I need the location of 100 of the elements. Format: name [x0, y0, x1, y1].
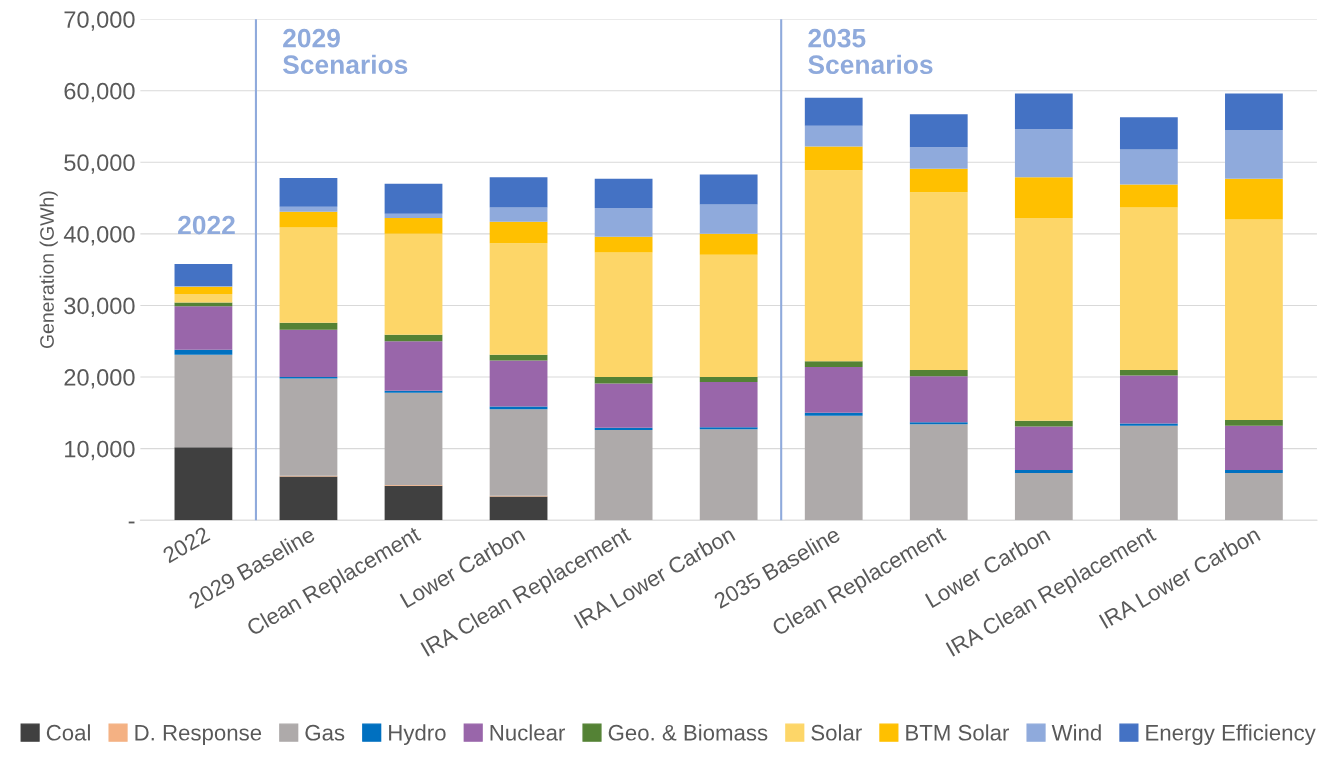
- bar: [174, 354, 233, 448]
- legend-label: Solar: [811, 724, 862, 741]
- bar: [594, 430, 653, 521]
- annotation: 2022: [178, 215, 235, 235]
- bar: [1014, 472, 1073, 521]
- y-tick-label: -: [128, 521, 135, 524]
- bar: [279, 178, 338, 207]
- bar: [1225, 130, 1283, 179]
- bar: [174, 306, 233, 350]
- bar: [279, 211, 338, 228]
- bar: [1119, 423, 1178, 426]
- bar: [384, 334, 443, 342]
- bar: [489, 221, 548, 244]
- bar: [699, 204, 758, 234]
- bar: [594, 427, 653, 431]
- bar: [384, 218, 443, 234]
- bar: [804, 361, 863, 368]
- bar: [804, 170, 863, 362]
- bar: [1119, 207, 1178, 370]
- x-tick-label: 2022: [161, 526, 211, 564]
- annotation: 2029 Scenarios: [282, 28, 408, 75]
- bar: [489, 354, 548, 361]
- bar: [489, 360, 548, 407]
- bar: [909, 376, 968, 423]
- bar: [174, 286, 233, 294]
- legend-label: Coal: [46, 724, 90, 741]
- bar: [699, 233, 758, 255]
- bar: [804, 367, 863, 413]
- bar: [1225, 419, 1283, 426]
- bar: [384, 390, 443, 393]
- bar: [1225, 219, 1283, 420]
- bar: [699, 377, 758, 383]
- y-tick-label: 40,000: [63, 225, 135, 246]
- bar: [699, 382, 758, 428]
- bar: [1225, 178, 1283, 220]
- legend-label: D. Response: [135, 725, 262, 745]
- bar: [384, 392, 443, 486]
- bar: [699, 427, 758, 430]
- bar: [594, 377, 653, 384]
- bar: [1225, 93, 1283, 131]
- bar: [1225, 425, 1283, 471]
- bar: [384, 213, 443, 219]
- bar: [384, 183, 443, 214]
- bar: [699, 174, 758, 205]
- bar: [1014, 93, 1073, 130]
- legend-label: Hydro: [389, 724, 446, 745]
- legend-label: BTM Solar: [906, 724, 1010, 741]
- bar: [594, 252, 653, 378]
- bar: [384, 341, 443, 391]
- legend-label: Wind: [1051, 724, 1101, 741]
- bar: [1014, 177, 1073, 219]
- y-tick-label: 20,000: [64, 369, 135, 389]
- bar: [489, 406, 548, 410]
- bar: [489, 243, 548, 355]
- bar: [804, 97, 863, 126]
- bar: [1225, 472, 1283, 521]
- bar: [174, 263, 233, 287]
- bar: [804, 146, 863, 171]
- legend-label: Nuclear: [490, 724, 565, 741]
- bar: [1119, 369, 1178, 376]
- y-tick-label: 10,000: [65, 440, 135, 461]
- bar: [1014, 218, 1073, 421]
- y-tick-label: 30,000: [64, 297, 135, 318]
- bar: [804, 412, 863, 416]
- bar: [279, 329, 338, 378]
- bar: [1014, 129, 1073, 178]
- bar: [384, 233, 443, 335]
- bar: [489, 409, 548, 496]
- bar: [594, 178, 653, 209]
- y-tick-label: 60,000: [64, 82, 135, 103]
- bar: [279, 206, 338, 212]
- bar: [384, 485, 443, 521]
- bar: [1119, 425, 1178, 521]
- bar: [1119, 184, 1178, 208]
- bar: [1119, 149, 1178, 185]
- y-axis-title: Generation (GWh): [39, 191, 58, 349]
- bar: [699, 254, 758, 378]
- bar: [909, 192, 968, 370]
- bar: [174, 447, 233, 521]
- bar: [1014, 426, 1073, 471]
- bar: [909, 422, 968, 425]
- legend-label: Geo. & Biomass: [608, 724, 768, 741]
- bar: [489, 207, 548, 222]
- legend-label: Gas: [305, 724, 345, 741]
- legend-label: Energy Efficiency: [1146, 724, 1316, 745]
- bar: [594, 383, 653, 428]
- bar: [804, 415, 863, 521]
- bar: [489, 496, 548, 521]
- y-tick-label: 50,000: [64, 154, 135, 174]
- bar: [174, 349, 233, 355]
- bar: [279, 322, 338, 330]
- bar: [804, 125, 863, 147]
- bar: [909, 168, 968, 193]
- bar: [699, 429, 758, 521]
- bar: [279, 378, 338, 476]
- bar: [594, 236, 653, 253]
- bar: [279, 476, 338, 521]
- bar: [594, 208, 653, 237]
- y-tick-label: 70,000: [64, 11, 135, 31]
- bar: [1014, 470, 1073, 473]
